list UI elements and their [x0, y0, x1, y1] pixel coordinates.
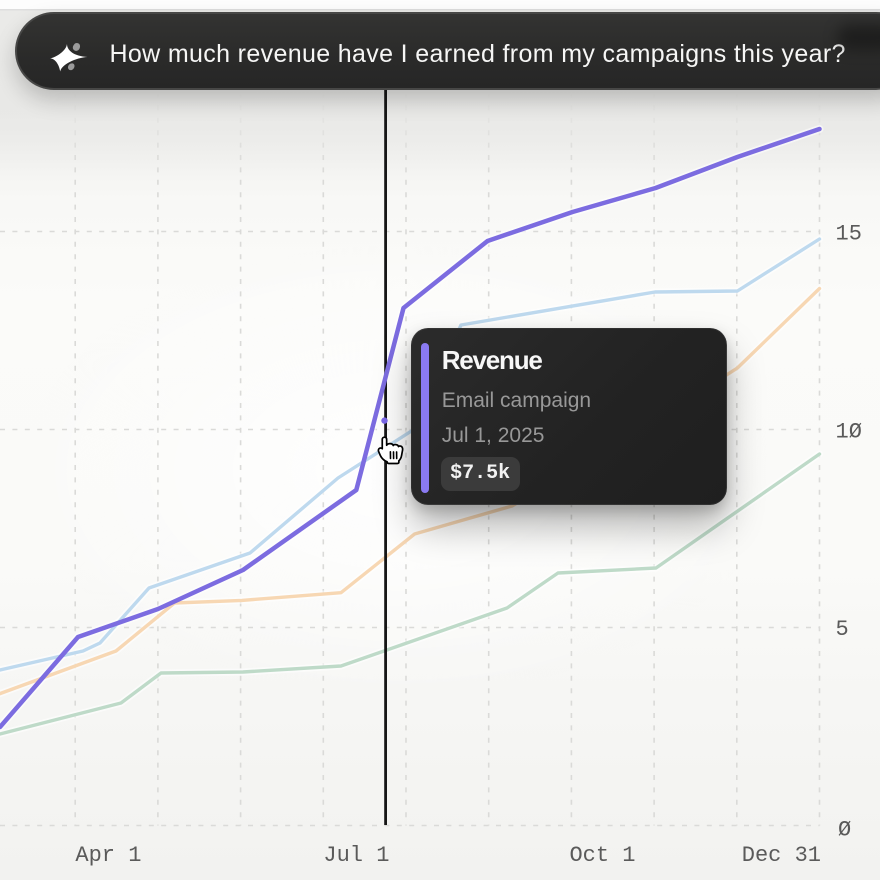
svg-text:Dec 31: Dec 31 [742, 843, 821, 868]
svg-text:Ø: Ø [838, 818, 851, 843]
svg-text:Oct 1: Oct 1 [569, 843, 635, 868]
svg-text:15: 15 [836, 221, 862, 246]
svg-text:5: 5 [836, 617, 849, 642]
svg-text:Jul 1: Jul 1 [323, 843, 389, 868]
svg-text:1Ø: 1Ø [836, 419, 862, 444]
svg-text:Apr 1: Apr 1 [75, 843, 141, 868]
